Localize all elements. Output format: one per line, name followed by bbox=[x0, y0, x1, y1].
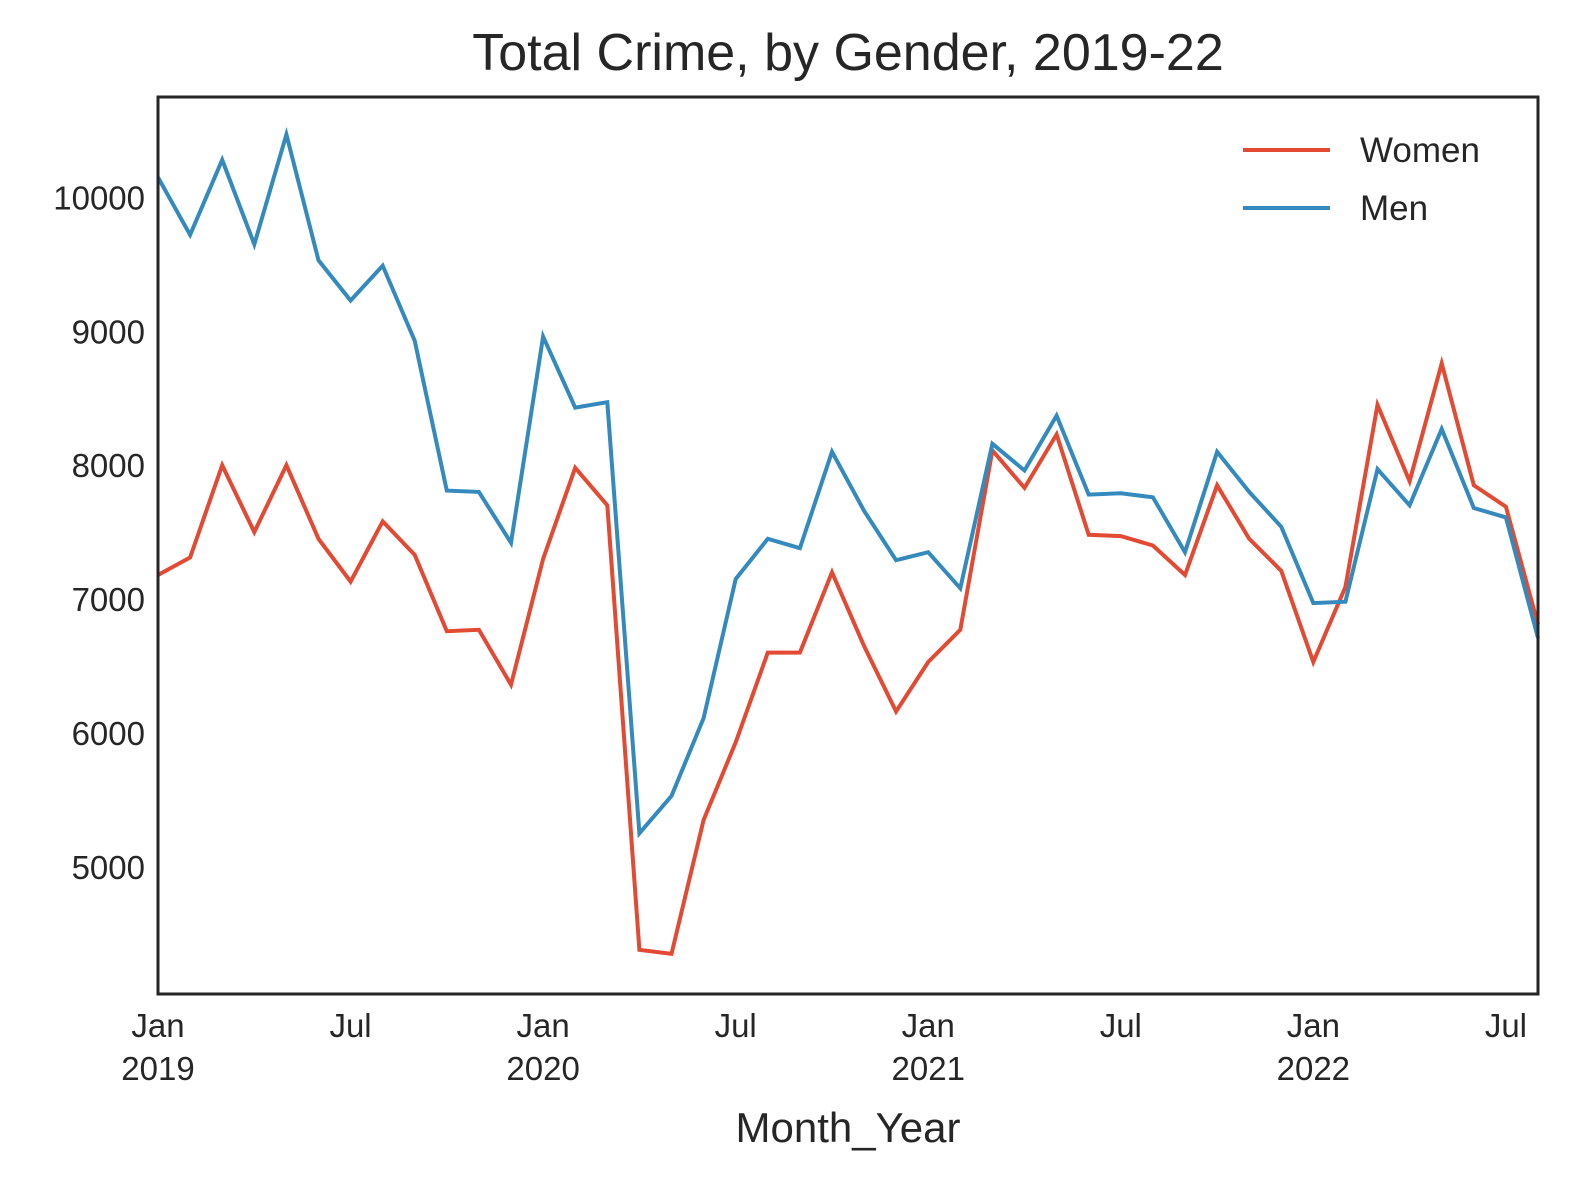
y-tick-label: 7000 bbox=[72, 581, 145, 618]
x-tick-year-label: 2019 bbox=[121, 1050, 194, 1087]
y-tick-label: 6000 bbox=[72, 715, 145, 752]
series-line-women bbox=[157, 355, 1540, 957]
y-tick-label: 8000 bbox=[72, 447, 145, 484]
x-tick-label: Jan bbox=[1287, 1007, 1340, 1044]
y-tick-label: 9000 bbox=[72, 313, 145, 350]
series-line-men bbox=[156, 126, 1540, 839]
x-tick-year-label: 2021 bbox=[892, 1050, 965, 1087]
legend-label-women: Women bbox=[1360, 131, 1480, 170]
x-tick-label: Jan bbox=[517, 1007, 570, 1044]
x-axis-title: Month_Year bbox=[736, 1104, 961, 1151]
x-tick-label: Jan bbox=[902, 1007, 955, 1044]
x-tick-label: Jul bbox=[1100, 1007, 1142, 1044]
y-tick-label: 5000 bbox=[72, 849, 145, 886]
x-tick-label: Jul bbox=[1485, 1007, 1527, 1044]
y-axis-ticks: 5000 6000 7000 8000 9000 10000 bbox=[53, 179, 145, 885]
x-tick-year-label: 2022 bbox=[1277, 1050, 1350, 1087]
chart-title: Total Crime, by Gender, 2019-22 bbox=[472, 24, 1224, 82]
series-lines bbox=[156, 126, 1540, 957]
x-tick-label: Jan bbox=[131, 1007, 184, 1044]
x-axis-ticks: Jan 2019 Jul Jan 2020 Jul Jan 2021 Jul Jan 2022 Jul bbox=[121, 1007, 1527, 1087]
y-tick-label: 10000 bbox=[53, 179, 145, 216]
x-tick-year-label: 2020 bbox=[506, 1050, 579, 1087]
legend: Women Men bbox=[1243, 131, 1480, 228]
plot-frame bbox=[156, 95, 1540, 996]
legend-label-men: Men bbox=[1360, 189, 1428, 228]
x-tick-label: Jul bbox=[715, 1007, 757, 1044]
x-tick-label: Jul bbox=[329, 1007, 371, 1044]
